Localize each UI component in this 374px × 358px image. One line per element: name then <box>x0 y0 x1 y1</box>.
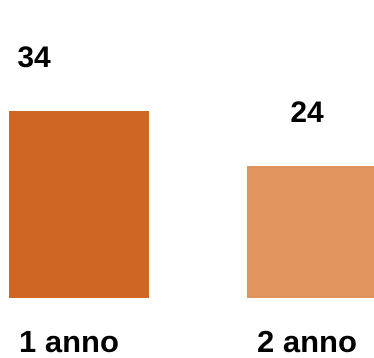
bar-2 <box>247 166 374 298</box>
category-label-2: 2 anno <box>257 324 357 358</box>
value-label-2: 24 <box>290 96 324 129</box>
value-label-1: 34 <box>17 41 51 74</box>
category-label-1: 1 anno <box>19 324 119 358</box>
bar-1 <box>9 111 149 298</box>
